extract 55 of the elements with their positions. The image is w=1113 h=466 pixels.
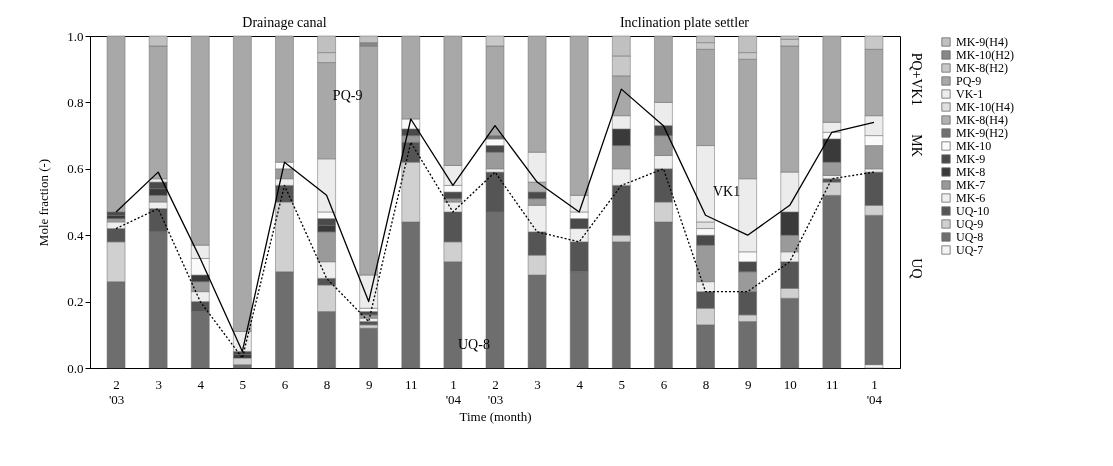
annotation: PQ-9 (332, 87, 363, 103)
legend-label: MK-8(H2) (956, 61, 1008, 75)
x-tick-label: 9 (365, 376, 373, 392)
legend-label: MK-10(H4) (956, 100, 1014, 114)
x-tick-label: 8 (702, 376, 710, 392)
text: Drainage canal (242, 14, 327, 30)
legend-label: MK-9(H4) (956, 35, 1008, 49)
x-tick-label: 2 '03 (487, 376, 504, 407)
legend-label: VK-1 (956, 87, 984, 101)
bar (359, 35, 378, 43)
x-tick-label: 11 (826, 376, 839, 392)
x-axis-title: Time (month) (459, 408, 532, 424)
line-series (115, 88, 875, 353)
y-tick-label: 0.4 (67, 227, 84, 243)
legend-label: MK-10(H2) (956, 48, 1014, 62)
legend-label: MK-7 (956, 178, 986, 192)
y-tick-label: 0.6 (67, 161, 84, 177)
legend-label: MK-9(H2) (956, 126, 1008, 140)
x-tick-label: 6 (660, 376, 668, 392)
y-tick-label: 0.2 (67, 294, 84, 310)
x-tick-label: 1 '04 (445, 376, 462, 407)
x-tick-label: 4 (197, 376, 205, 392)
x-tick-label: 8 (323, 376, 331, 392)
y-tick-label: 0.0 (67, 360, 84, 376)
text: PQ+VK1 (909, 52, 925, 106)
bar (106, 35, 126, 213)
legend-label: UQ-8 (956, 230, 984, 244)
y-axis-title: Mole fraction (-) (36, 158, 52, 247)
x-tick-label: 6 (281, 376, 289, 392)
legend-label: MK-8 (956, 165, 986, 179)
x-tick-label: 10 (783, 376, 797, 392)
legend-label: UQ-7 (956, 243, 984, 257)
x-tick-label: 11 (405, 376, 418, 392)
x-tick-label: 5 (239, 376, 247, 392)
legend-label: PQ-9 (956, 74, 982, 88)
legend-label: MK-8(H4) (956, 113, 1008, 127)
bar (359, 327, 378, 369)
x-tick-label: 1 '04 (866, 376, 883, 407)
x-tick-label: 9 (744, 376, 752, 392)
y-tick-label: 1.0 (67, 28, 84, 44)
legend-label: MK-6 (956, 191, 986, 205)
text: UQ (909, 258, 925, 279)
y-tick-label: 0.8 (67, 94, 84, 110)
x-tick-label: 3 (534, 376, 541, 392)
text: Inclination plate settler (619, 14, 750, 30)
legend-label: UQ-10 (956, 204, 990, 218)
legend-label: UQ-9 (956, 217, 984, 231)
x-tick-label: 2 '03 (108, 376, 125, 407)
annotation: VK1 (712, 184, 741, 200)
legend-label: MK-9 (956, 152, 986, 166)
text: MK (909, 134, 925, 157)
legend-label: MK-10 (956, 139, 992, 153)
x-tick-label: 5 (618, 376, 626, 392)
x-tick-label: 3 (155, 376, 162, 392)
x-tick-label: 4 (576, 376, 584, 392)
